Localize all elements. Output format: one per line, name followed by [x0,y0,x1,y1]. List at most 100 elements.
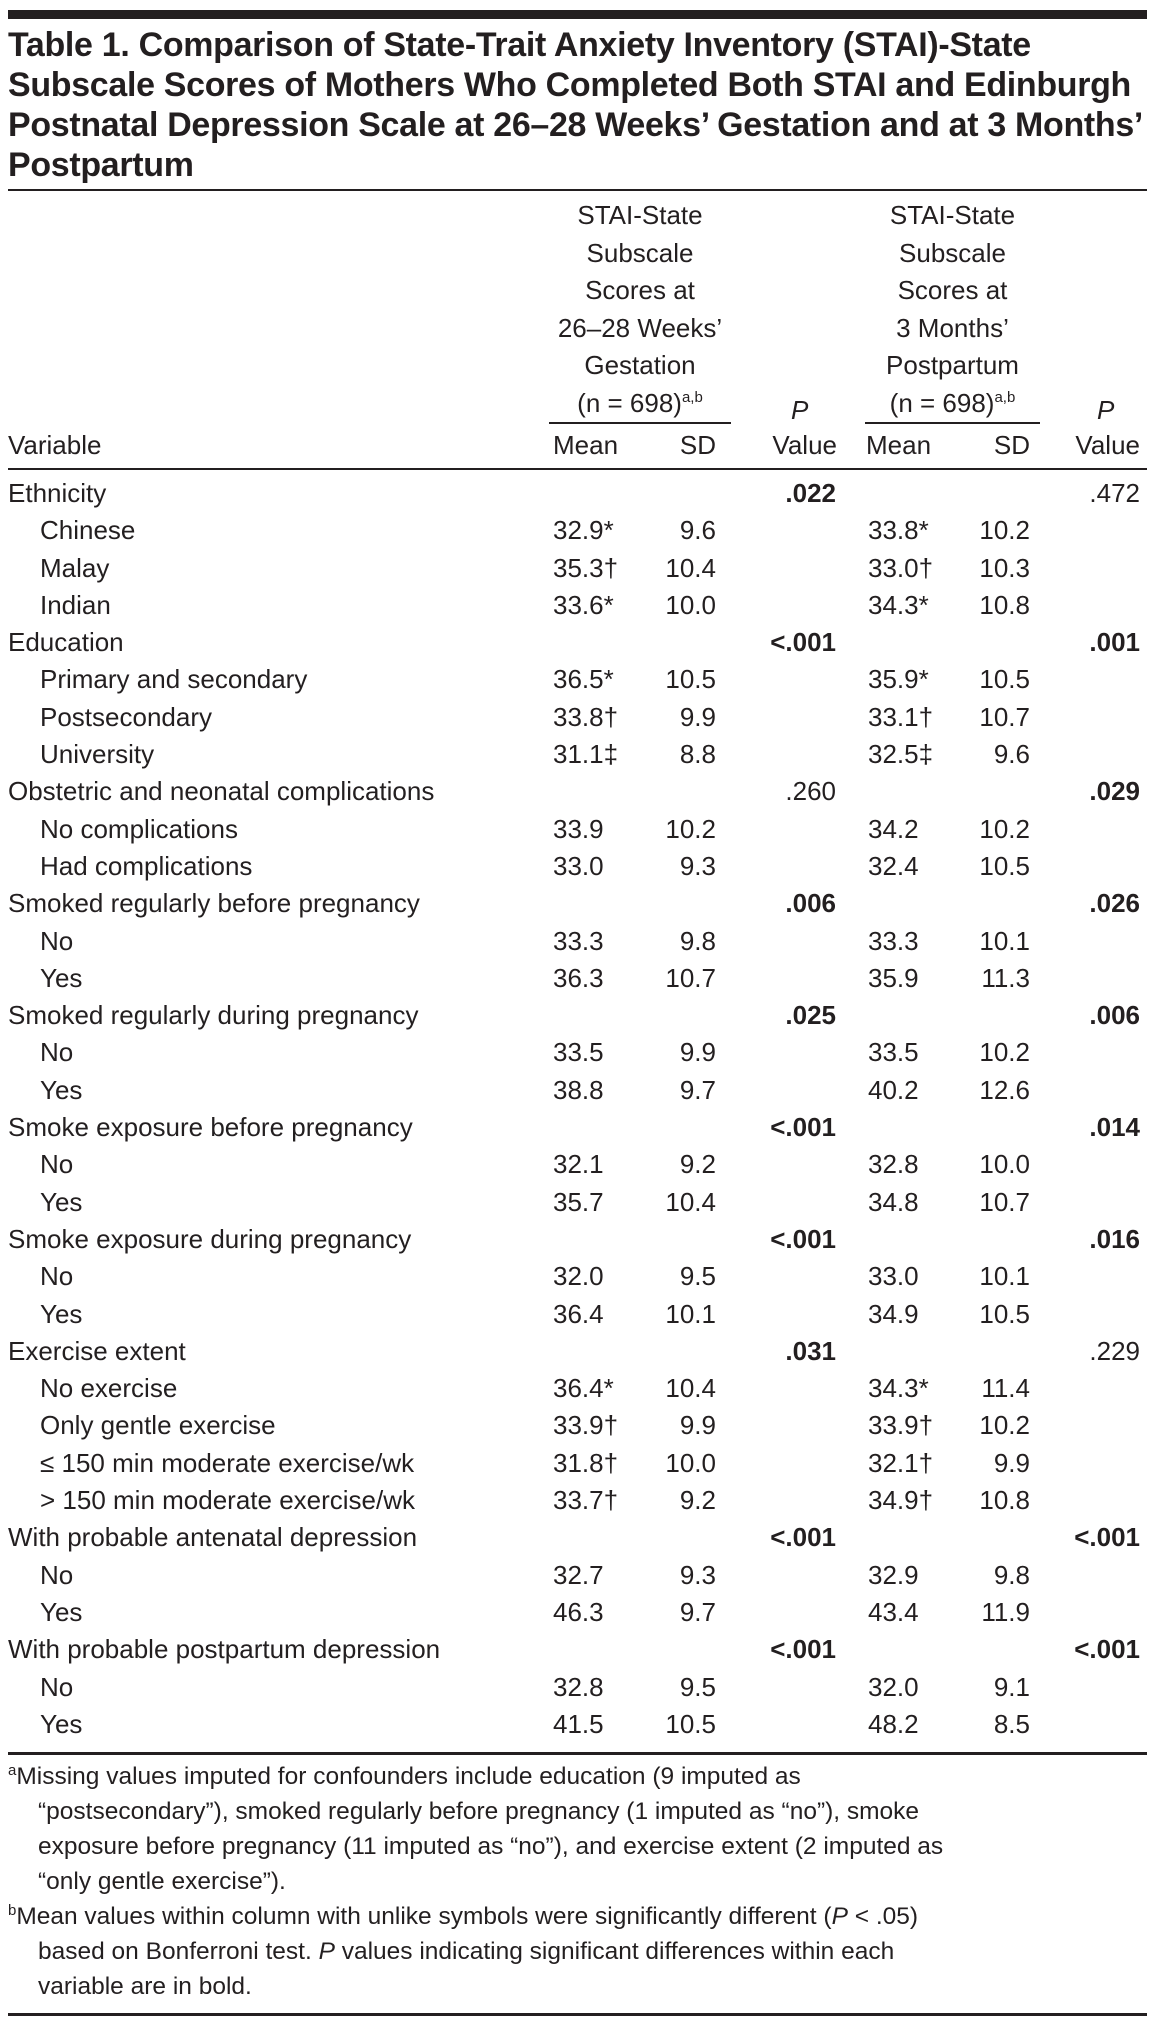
row-label: No [40,1671,74,1702]
sd-gestation: 10.0 [665,1447,716,1478]
mean-postpartum: 34.8 [868,1186,919,1217]
sd-gestation: 9.3 [679,850,716,881]
sd-gestation: 9.5 [679,1261,716,1292]
footnote-text: Missing values imputed for confounders i… [16,1763,801,1790]
mean-postpartum: 33.0† [868,552,934,583]
footnotes: aMissing values imputed for confounders … [8,1759,1147,2004]
table-row-subcategory: Chinese 32.9* 9.6 33.8* 10.2 [0,512,1155,549]
sd-gestation: 10.0 [665,589,716,620]
p-value-postpartum: <.001 [1074,1634,1140,1665]
row-label: Indian [40,589,111,620]
footnote-text: exposure before pregnancy (11 imputed as… [38,1833,944,1860]
footnote-b-line: bMean values within column with unlike s… [8,1899,1147,1934]
sd-postpartum: 10.5 [979,850,1030,881]
mean-postpartum: 35.9 [868,962,919,993]
sd-gestation: 9.7 [679,1074,716,1105]
table-row-variable: Ethnicity .022 .472 [0,475,1155,512]
sd-postpartum: 8.5 [993,1708,1030,1739]
row-label: > 150 min moderate exercise/wk [40,1485,416,1516]
sd-postpartum: 9.8 [993,1559,1030,1590]
p-value-gestation: <.001 [770,1634,836,1665]
p-value-gestation: <.001 [770,627,836,658]
sample-size: (n = 698) [577,387,682,418]
table-title: Table 1. Comparison of State-Trait Anxie… [8,25,1147,185]
table-row-variable: With probable postpartum depression <.001… [0,1631,1155,1668]
sd-gestation: 10.2 [665,813,716,844]
header-line: 26–28 Weeks’ [557,312,723,343]
table-row-subcategory: Yes 36.3 10.7 35.9 11.3 [0,960,1155,997]
header-line: Subscale [899,237,1006,268]
mean-postpartum: 48.2 [868,1708,919,1739]
footnote-a-line: “postsecondary”), smoked regularly befor… [8,1794,1147,1829]
p-value-postpartum: <.001 [1074,1522,1140,1553]
sd-postpartum: 10.7 [979,1186,1030,1217]
sd-gestation: 8.8 [679,739,716,770]
column-group-postpartum-header: STAI-State Subscale Scores at 3 Months’ … [865,197,1040,422]
mean-gestation: 31.8† [553,1447,619,1478]
p-value-gestation: .031 [785,1335,836,1366]
title-line: Postpartum [8,146,194,184]
p-value-gestation: .022 [785,478,836,508]
row-label: University [40,739,155,770]
table-row-subcategory: No 32.1 9.2 32.8 10.0 [0,1146,1155,1183]
footnote-text: P [318,1938,335,1965]
header-line: Postpartum [886,350,1019,380]
row-label: Primary and secondary [40,664,308,695]
mean-gestation: 33.5 [553,1037,604,1068]
row-label: Ethnicity [8,478,107,508]
table-row-subcategory: No complications 33.9 10.2 34.2 10.2 [0,811,1155,848]
mean-postpartum: 32.0 [868,1671,919,1702]
table-row-subcategory: No 33.5 9.9 33.5 10.2 [0,1034,1155,1071]
table-row-subcategory: Yes 46.3 9.7 43.4 11.9 [0,1594,1155,1631]
mean-gestation: 33.9† [553,1410,619,1441]
table-row-subcategory: No 32.8 9.5 32.0 9.1 [0,1669,1155,1706]
row-label: Chinese [40,515,136,546]
sd-gestation: 10.7 [665,962,716,993]
table-row-subcategory: Yes 41.5 10.5 48.2 8.5 [0,1706,1155,1743]
p-value-postpartum: .001 [1089,627,1140,658]
footnote-text: “only gentle exercise”). [38,1868,286,1895]
table-row-variable: Smoked regularly before pregnancy .006 .02… [0,885,1155,922]
row-label: No [40,925,74,956]
row-label: No [40,1037,74,1068]
header-value-1: Value [772,430,837,460]
sd-postpartum: 10.2 [979,813,1030,844]
sd-postpartum: 10.2 [979,1410,1030,1441]
p-value-gestation: .025 [785,1000,836,1031]
sd-postpartum: 10.1 [979,1261,1030,1292]
row-label: Obstetric and neonatal complications [8,776,435,807]
row-label: Yes [40,1708,83,1739]
table-row-variable: Smoked regularly during pregnancy .025 .00… [0,997,1155,1034]
table-row-subcategory: No 32.0 9.5 33.0 10.1 [0,1258,1155,1295]
mean-postpartum: 32.5‡ [868,739,934,770]
mean-postpartum: 40.2 [868,1074,919,1105]
mean-postpartum: 33.1† [868,701,934,732]
sd-postpartum: 11.9 [981,1596,1030,1627]
header-line: STAI-State [577,200,703,230]
table-row-subcategory: Postsecondary 33.8† 9.9 33.1† 10.7 [0,699,1155,736]
header-line-n: (n = 698)a,b [865,385,1040,423]
p-value-gestation: <.001 [770,1223,836,1254]
row-label: No [40,1261,74,1292]
mean-postpartum: 32.1† [868,1447,934,1478]
footnote-ref: a,b [994,388,1016,406]
table-row-subcategory: University 31.1‡ 8.8 32.5‡ 9.6 [0,736,1155,773]
row-label: Postsecondary [40,701,212,732]
mean-gestation: 32.7 [553,1559,604,1590]
mean-gestation: 38.8 [553,1074,604,1105]
footnote-marker: a [8,1762,17,1779]
mean-postpartum: 34.2 [868,813,919,844]
sd-gestation: 9.9 [679,1410,716,1441]
table-row-variable: With probable antenatal depression <.001 <… [0,1519,1155,1556]
row-label: Yes [40,1298,83,1329]
mean-gestation: 32.9* [553,515,614,546]
header-line-n: (n = 698)a,b [549,385,731,423]
mean-gestation: 33.0 [553,850,604,881]
p-value-postpartum: .014 [1089,1112,1140,1143]
row-label: Smoked regularly during pregnancy [8,1000,419,1031]
sd-postpartum: 10.8 [979,589,1030,620]
row-label: Smoked regularly before pregnancy [8,888,420,919]
p-value-gestation: .006 [785,888,836,919]
mean-postpartum: 35.9* [868,664,929,695]
header-line: STAI-State [889,200,1016,230]
